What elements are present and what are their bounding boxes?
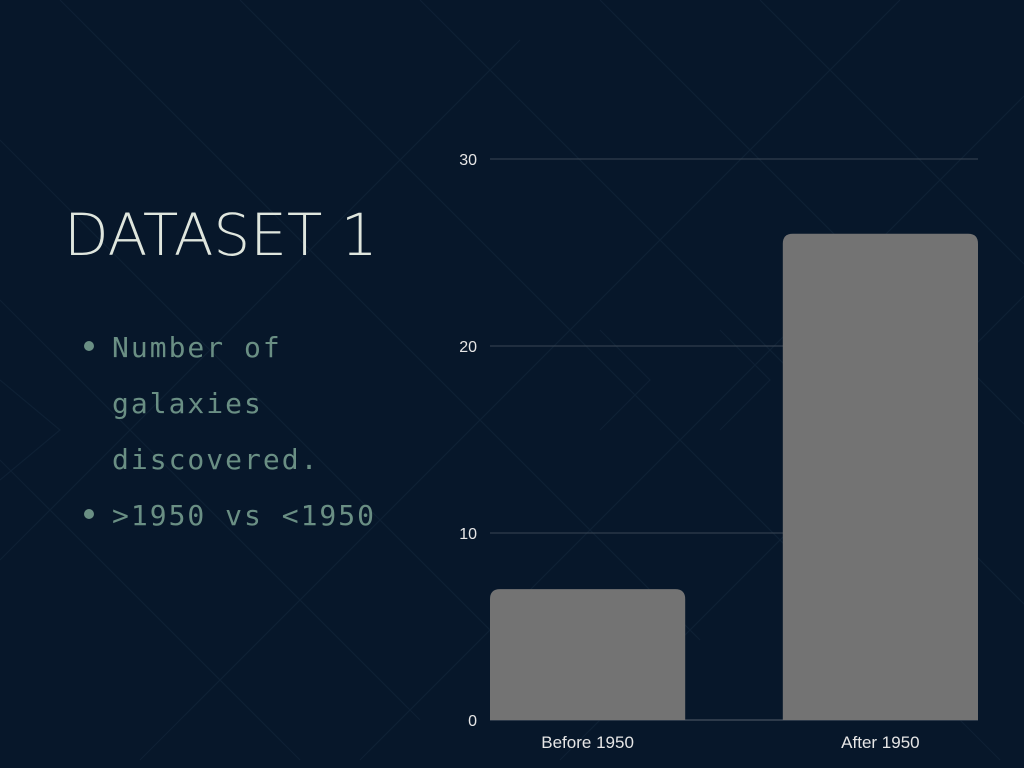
bar <box>490 589 686 720</box>
y-tick-label: 10 <box>459 526 477 543</box>
x-tick-label: After 1950 <box>841 733 919 752</box>
bullet-dot-icon <box>84 509 94 519</box>
bullet-item: >1950 vs <1950 <box>80 488 440 544</box>
y-tick-label: 0 <box>468 713 477 730</box>
bullet-item: Number of galaxies discovered. <box>80 320 440 488</box>
bullet-dot-icon <box>84 341 94 351</box>
y-tick-label: 20 <box>459 339 477 356</box>
bullet-text: Number of galaxies discovered. <box>112 331 320 476</box>
y-tick-label: 30 <box>459 152 477 169</box>
bar-chart: 0 10 20 30 Before 1950 After 1950 <box>459 152 978 752</box>
x-tick-label: Before 1950 <box>541 733 634 752</box>
bullet-text: >1950 vs <1950 <box>112 499 377 532</box>
slide-title: DATASET 1 <box>64 201 378 269</box>
bullet-list: Number of galaxies discovered. >1950 vs … <box>80 320 440 544</box>
bar <box>782 233 978 721</box>
